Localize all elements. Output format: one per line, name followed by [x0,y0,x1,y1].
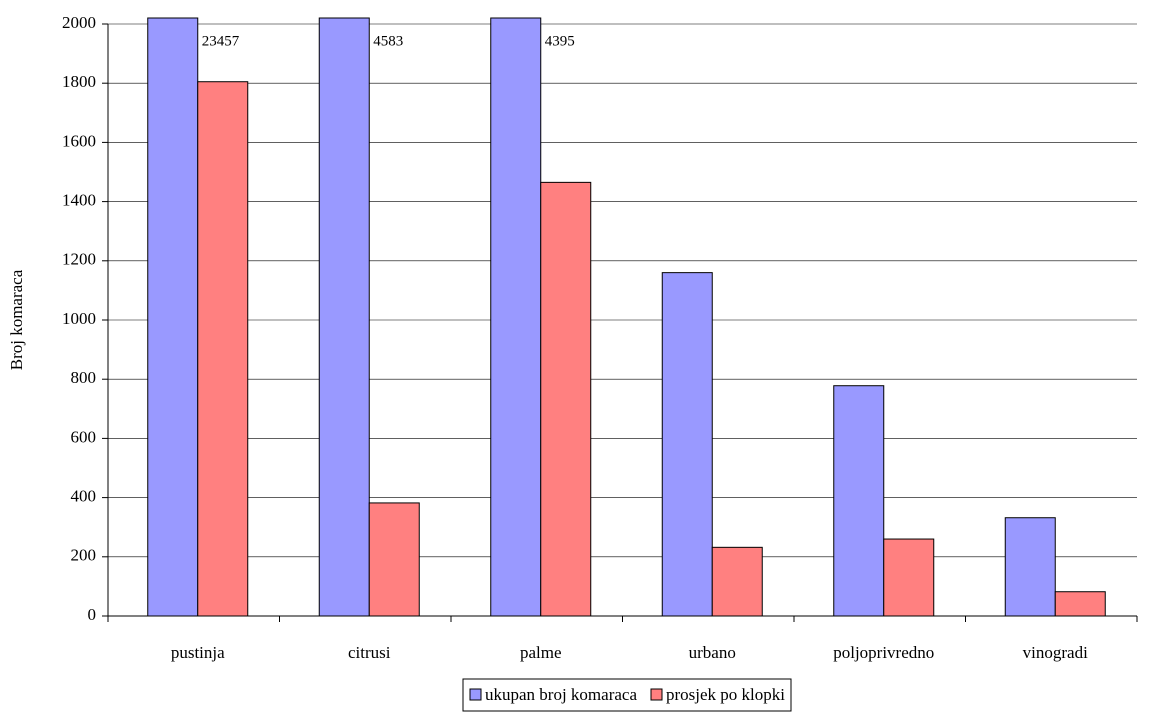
legend-label: prosjek po klopki [666,685,785,704]
bar [197,81,249,617]
value-label: 23457 [202,33,240,49]
x-tick-label: citrusi [348,643,391,662]
x-tick-label: urbano [689,643,736,662]
y-axis-label: Broj komaraca [7,269,26,370]
y-tick-label: 600 [71,427,97,446]
bar [318,17,370,617]
y-tick-label: 0 [88,605,97,624]
value-label: 4395 [545,33,575,49]
y-tick-label: 1400 [62,191,96,210]
bar [661,272,713,617]
bar [711,546,763,617]
x-tick-label: pustinja [171,643,225,662]
y-tick-label: 2000 [62,13,96,32]
bar [368,502,420,617]
legend-label: ukupan broj komaraca [485,685,637,704]
bar [540,181,592,617]
legend-swatch [650,688,663,701]
y-tick-label: 200 [71,546,97,565]
x-tick-label: palme [520,643,562,662]
bar [833,385,885,617]
bar [147,17,199,617]
x-tick-label: vinogradi [1023,643,1088,662]
y-tick-label: 1000 [62,309,96,328]
bar [883,538,935,617]
bar [1004,517,1056,617]
y-tick-label: 800 [71,368,97,387]
bar [490,17,542,617]
y-tick-label: 1800 [62,72,96,91]
bar [1054,591,1106,617]
x-tick-label: poljoprivredno [833,643,934,662]
value-label: 4583 [373,33,403,49]
legend-swatch [469,688,482,701]
y-tick-label: 1600 [62,131,96,150]
y-tick-label: 1200 [62,250,96,269]
legend-box [462,678,792,712]
y-tick-label: 400 [71,487,97,506]
